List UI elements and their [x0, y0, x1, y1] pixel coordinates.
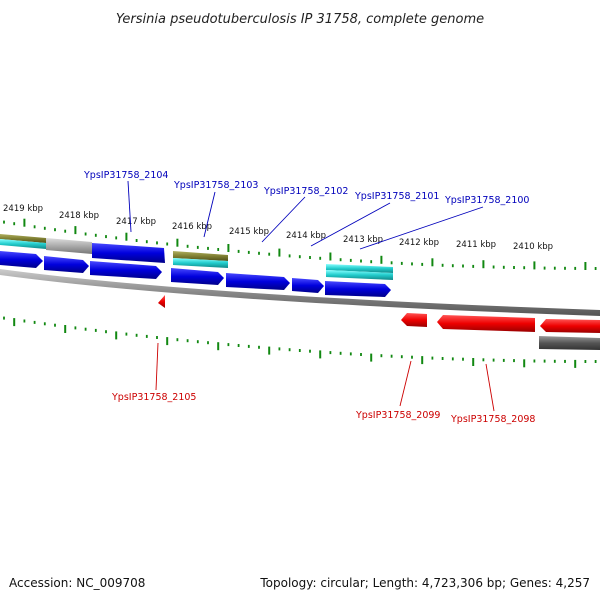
- grey-feature-lower: [539, 336, 600, 350]
- gene-label[interactable]: YpsIP31758_2103: [173, 180, 258, 191]
- forward-genes: [0, 243, 391, 297]
- kbp-label: 2414 kbp: [286, 231, 326, 241]
- reverse-gene-arrow[interactable]: [401, 313, 427, 327]
- kbp-label: 2416 kbp: [172, 222, 212, 232]
- genome-backbone: [0, 269, 600, 316]
- forward-gene-arrow[interactable]: [325, 281, 391, 297]
- gene-label[interactable]: YpsIP31758_2099: [355, 410, 440, 421]
- olive-feature: [0, 234, 46, 243]
- reverse-genes: [158, 295, 600, 333]
- gene-label[interactable]: YpsIP31758_2102: [263, 186, 348, 197]
- reverse-gene-arrow[interactable]: [540, 319, 600, 333]
- teal-feature: [0, 239, 46, 249]
- kbp-label: 2412 kbp: [399, 238, 439, 248]
- forward-gene-arrow[interactable]: [92, 243, 165, 263]
- forward-gene-arrow[interactable]: [0, 251, 43, 268]
- outer-tick-ruler: [3, 218, 597, 270]
- reverse-label-leaders: [155, 342, 495, 412]
- reverse-gene-arrow[interactable]: [437, 315, 535, 332]
- forward-gene-arrow[interactable]: [226, 273, 290, 290]
- gene-label[interactable]: YpsIP31758_2100: [444, 195, 529, 206]
- forward-gene-arrow[interactable]: [44, 256, 89, 273]
- olive-feature: [173, 251, 228, 261]
- gene-label[interactable]: YpsIP31758_2101: [354, 191, 439, 202]
- kbp-label: 2419 kbp: [3, 204, 43, 214]
- forward-label-leaders: [127, 180, 484, 250]
- kbp-label: 2413 kbp: [343, 235, 383, 245]
- gene-label[interactable]: YpsIP31758_2104: [83, 170, 168, 181]
- gene-label[interactable]: YpsIP31758_2098: [450, 414, 535, 425]
- map-title: Yersinia pseudotuberculosis IP 31758, co…: [116, 12, 484, 27]
- reverse-gene-arrow[interactable]: [158, 295, 165, 308]
- accession-text: Accession: NC_009708: [9, 576, 145, 590]
- forward-gene-arrow[interactable]: [292, 278, 324, 293]
- teal-feature: [173, 258, 228, 268]
- feature-track-top: [0, 234, 393, 280]
- forward-gene-arrow[interactable]: [171, 268, 224, 285]
- grey-feature: [46, 238, 92, 254]
- kbp-label: 2418 kbp: [59, 211, 99, 221]
- kbp-label: 2410 kbp: [513, 242, 553, 252]
- kbp-labels: 2419 kbp 2418 kbp 2417 kbp 2416 kbp 2415…: [3, 204, 553, 252]
- forward-gene-arrow[interactable]: [90, 261, 162, 279]
- reverse-gene-labels: YpsIP31758_2105 YpsIP31758_2099 YpsIP317…: [111, 392, 535, 425]
- kbp-label: 2415 kbp: [229, 227, 269, 237]
- topology-text: Topology: circular; Length: 4,723,306 bp…: [259, 576, 590, 590]
- inner-tick-ruler: [3, 316, 597, 368]
- kbp-label: 2411 kbp: [456, 240, 496, 250]
- teal-feature: [326, 270, 393, 280]
- gene-label[interactable]: YpsIP31758_2105: [111, 392, 196, 403]
- forward-gene-labels: YpsIP31758_2104 YpsIP31758_2103 YpsIP317…: [83, 170, 529, 206]
- kbp-label: 2417 kbp: [116, 217, 156, 227]
